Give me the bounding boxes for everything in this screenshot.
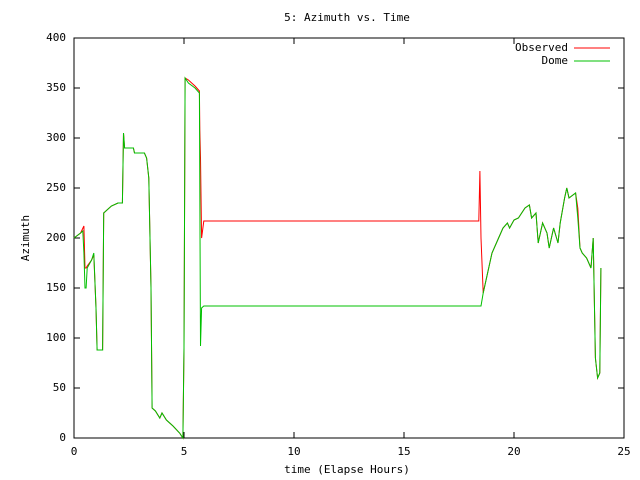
x-tick-label: 25 bbox=[617, 445, 630, 458]
x-tick-label: 10 bbox=[287, 445, 300, 458]
y-tick-label: 100 bbox=[46, 331, 66, 344]
legend-label: Dome bbox=[542, 54, 569, 67]
series-line bbox=[73, 76, 602, 440]
chart-title: 5: Azimuth vs. Time bbox=[284, 11, 410, 24]
legend-label: Observed bbox=[515, 41, 568, 54]
y-tick-label: 200 bbox=[46, 231, 66, 244]
y-tick-label: 0 bbox=[59, 431, 66, 444]
y-tick-label: 250 bbox=[46, 181, 66, 194]
y-tick-label: 150 bbox=[46, 281, 66, 294]
x-tick-label: 0 bbox=[71, 445, 78, 458]
y-tick-label: 300 bbox=[46, 131, 66, 144]
y-axis-label: Azimuth bbox=[19, 215, 32, 261]
x-tick-label: 20 bbox=[507, 445, 520, 458]
y-tick-label: 350 bbox=[46, 81, 66, 94]
y-tick-label: 400 bbox=[46, 31, 66, 44]
plot-frame bbox=[73, 37, 625, 439]
x-tick-label: 15 bbox=[397, 445, 410, 458]
x-tick-label: 5 bbox=[181, 445, 188, 458]
y-tick-label: 50 bbox=[53, 381, 66, 394]
series-line bbox=[73, 77, 602, 440]
x-axis-label: time (Elapse Hours) bbox=[284, 463, 410, 476]
